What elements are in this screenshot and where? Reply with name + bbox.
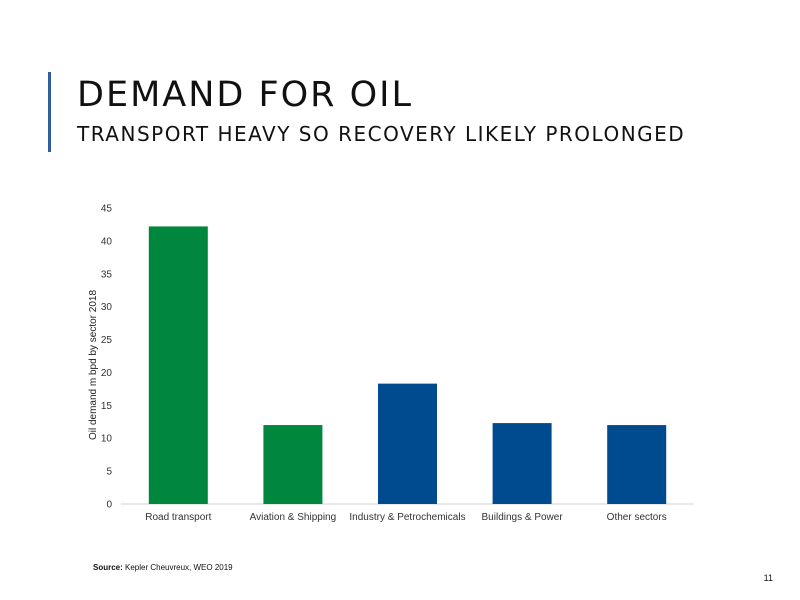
- x-tick-label: Other sectors: [607, 512, 667, 523]
- source-text: Kepler Cheuvreux, WEO 2019: [122, 563, 233, 572]
- title-accent-bar: [48, 72, 51, 152]
- x-tick-label: Industry & Petrochemicals: [349, 512, 465, 523]
- y-tick-label: 20: [101, 368, 113, 379]
- y-tick-label: 25: [101, 335, 113, 346]
- bar: [148, 226, 208, 504]
- bar: [263, 425, 323, 504]
- y-tick-label: 15: [101, 401, 113, 412]
- bar: [607, 425, 667, 504]
- y-tick-label: 45: [101, 204, 113, 215]
- y-tick-label: 10: [101, 434, 113, 445]
- source-note: Source: Kepler Cheuvreux, WEO 2019: [93, 563, 233, 572]
- y-tick-label: 0: [106, 500, 112, 511]
- bar: [378, 383, 437, 504]
- x-tick-label: Aviation & Shipping: [250, 512, 337, 523]
- x-tick-label: Road transport: [145, 512, 211, 523]
- y-tick-label: 5: [106, 467, 112, 478]
- y-axis-label: Oil demand m bpd by sector 2018: [88, 290, 99, 441]
- y-tick-label: 40: [101, 236, 113, 247]
- y-tick-label: 30: [101, 302, 113, 313]
- x-axis-labels: Road transport Aviation & Shipping Industr…: [145, 512, 666, 523]
- x-tick-label: Buildings & Power: [482, 512, 564, 523]
- source-label: Source:: [93, 563, 123, 572]
- bar: [492, 423, 552, 504]
- y-tick-label: 35: [101, 269, 113, 280]
- bars: [148, 226, 667, 504]
- slide-subtitle: TRANSPORT HEAVY SO RECOVERY LIKELY PROLO…: [77, 122, 686, 146]
- slide-title: DEMAND FOR OIL: [77, 75, 413, 115]
- page-number: 11: [763, 573, 773, 583]
